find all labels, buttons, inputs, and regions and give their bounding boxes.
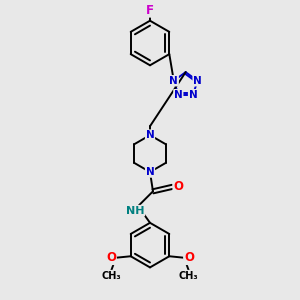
Text: O: O: [106, 251, 116, 264]
Text: F: F: [146, 4, 154, 17]
Text: N: N: [169, 76, 178, 86]
Text: CH₃: CH₃: [179, 271, 198, 281]
Text: N: N: [193, 76, 202, 86]
Text: N: N: [146, 130, 154, 140]
Text: O: O: [173, 180, 183, 194]
Text: N: N: [146, 167, 154, 177]
Text: O: O: [184, 251, 194, 264]
Text: NH: NH: [126, 206, 144, 216]
Text: N: N: [189, 90, 197, 100]
Text: CH₃: CH₃: [102, 271, 121, 281]
Text: N: N: [174, 90, 183, 100]
